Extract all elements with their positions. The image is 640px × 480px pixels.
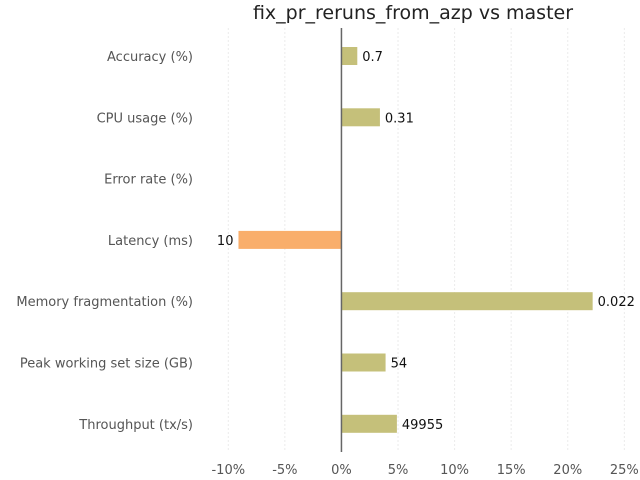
bar-layer — [238, 28, 593, 452]
x-tick-label: 20% — [553, 463, 582, 478]
category-label: Memory fragmentation (%) — [16, 295, 193, 310]
label-layer: -10% -5% 0% 5% 10% 15% 20% 25% Accuracy (%) 0.7 CP… — [16, 50, 638, 478]
x-tick-label: 5% — [388, 463, 409, 478]
data-label: 0.7 — [362, 50, 383, 65]
chart-title: fix_pr_reruns_from_azp vs master — [253, 2, 573, 24]
bar — [341, 108, 380, 127]
x-tick-label: -10% — [211, 463, 245, 478]
data-label: 0.31 — [385, 111, 414, 126]
category-label: Accuracy (%) — [107, 50, 193, 65]
bar — [341, 292, 593, 311]
bar — [341, 353, 386, 372]
x-tick-label: 10% — [440, 463, 469, 478]
x-tick-label: 25% — [610, 463, 639, 478]
category-label: Latency (ms) — [108, 234, 193, 249]
x-tick-label: 0% — [331, 463, 352, 478]
category-label: CPU usage (%) — [97, 111, 193, 126]
bar — [238, 230, 342, 249]
category-label: Throughput (tx/s) — [78, 418, 193, 433]
data-label: 0.022 — [598, 295, 635, 310]
x-tick-label: -5% — [272, 463, 297, 478]
data-label: 49955 — [402, 418, 443, 433]
category-label: Peak working set size (GB) — [20, 357, 193, 372]
data-label: 10 — [217, 234, 234, 249]
data-label: 54 — [391, 357, 408, 372]
category-label: Error rate (%) — [104, 173, 193, 188]
bar — [341, 47, 358, 65]
bar — [341, 414, 397, 433]
x-tick-label: 15% — [497, 463, 526, 478]
